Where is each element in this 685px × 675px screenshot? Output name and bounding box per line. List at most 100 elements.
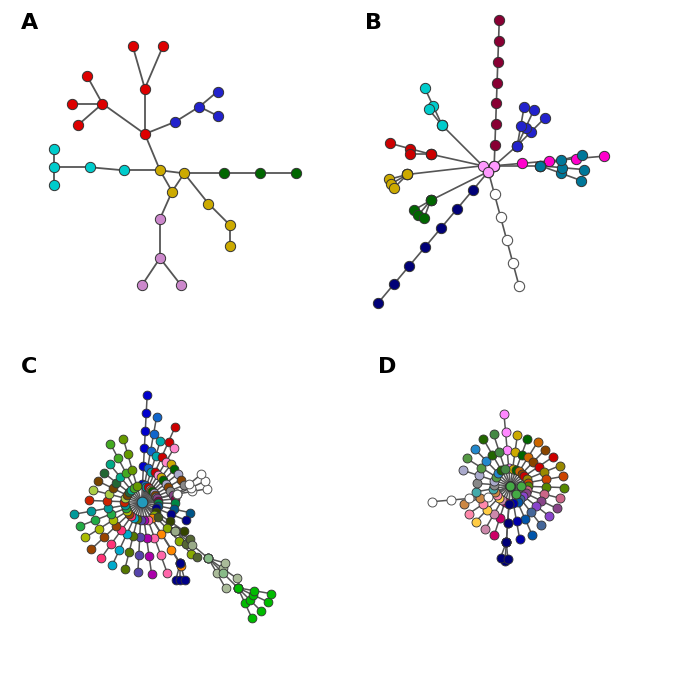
Point [172,489,183,500]
Point [153,495,164,506]
Point [49,180,60,191]
Point [136,497,147,508]
Point [140,425,151,436]
Point [175,575,186,586]
Text: C: C [21,356,38,377]
Point [185,534,196,545]
Point [218,168,229,179]
Point [505,481,516,491]
Point [150,491,161,502]
Point [163,436,174,447]
Point [505,481,516,491]
Point [499,408,510,419]
Point [128,482,139,493]
Point [136,497,147,508]
Point [521,474,532,485]
Point [505,481,516,491]
Point [155,472,166,483]
Point [425,195,436,206]
Point [231,573,242,584]
Point [488,161,499,171]
Point [141,533,152,543]
Point [147,486,158,497]
Point [505,481,516,491]
Point [477,161,488,171]
Point [505,481,516,491]
Point [203,553,214,564]
Point [512,429,523,440]
Point [533,461,544,472]
Point [525,506,536,517]
Text: D: D [378,356,397,377]
Point [170,421,181,432]
Point [510,489,521,500]
Point [142,389,153,400]
Point [505,481,516,491]
Point [528,105,539,115]
Point [164,516,175,527]
Point [121,503,132,514]
Point [497,495,508,506]
Point [105,509,116,520]
Point [203,553,214,564]
Point [68,509,79,520]
Point [556,162,567,173]
Point [136,497,147,508]
Point [136,497,147,508]
Point [114,544,125,555]
Point [169,443,179,454]
Point [136,497,147,508]
Point [127,465,138,476]
Point [519,470,530,481]
Point [505,481,516,491]
Point [508,258,519,269]
Point [489,487,500,497]
Point [523,481,534,492]
Point [518,491,529,502]
Point [247,612,258,623]
Point [149,489,160,500]
Point [155,435,166,446]
Point [493,468,504,479]
Point [136,497,147,508]
Point [127,40,138,51]
Point [480,523,491,534]
Point [203,198,214,209]
Point [556,155,567,165]
Point [247,589,258,600]
Point [171,574,182,585]
Point [523,477,534,488]
Point [535,161,546,171]
Point [146,484,157,495]
Point [136,280,147,291]
Point [145,446,156,456]
Point [489,140,500,151]
Point [388,279,399,290]
Point [538,489,549,500]
Point [467,185,478,196]
Point [232,583,243,593]
Point [540,474,551,485]
Point [488,483,499,494]
Point [145,466,156,477]
Point [571,153,582,164]
Point [142,462,153,473]
Point [425,195,436,206]
Point [136,497,147,508]
Point [505,481,516,491]
Point [519,101,530,112]
Point [471,486,482,497]
Point [107,560,118,571]
Point [535,161,546,171]
Point [97,99,108,109]
Point [136,497,147,508]
Point [160,456,171,467]
Point [166,186,177,197]
Point [176,561,187,572]
Point [136,497,147,508]
Point [551,503,562,514]
Point [474,493,485,504]
Point [136,497,147,508]
Point [152,500,163,511]
Point [203,553,214,564]
